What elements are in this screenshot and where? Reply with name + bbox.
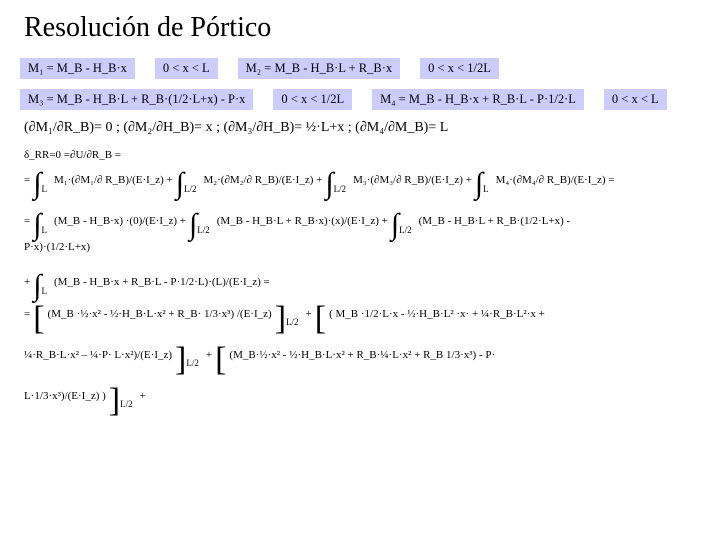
integral-line-a: = ∫L M₁·(∂M₁/∂ R_B)/(E·I_z) + ∫L/2 M₂·(∂… bbox=[24, 168, 696, 195]
bracket-open-icon: [ bbox=[33, 305, 44, 332]
integral-line-b-tail: P·x)·(1/2·L+x) bbox=[24, 240, 696, 256]
chip-m4: M₄ = M_B - H_B·x + R_B·L - P·1/2·L bbox=[372, 89, 584, 110]
bracket-close-icon: ] bbox=[275, 305, 286, 332]
bracket-open-icon: [ bbox=[315, 305, 326, 332]
integral-icon: ∫ bbox=[391, 211, 399, 238]
bracket-line-e: ¼·R_B·L·x² – ¼·P· L·x²)/(E·I_z) ]L/2 + [… bbox=[24, 342, 696, 369]
equation-row-1: M₁ = M_B - H_B·x 0 < x < L M₂ = M_B - H_… bbox=[20, 58, 700, 79]
chip-m3: M₃ = M_B - H_B·L + R_B·(1/2·L+x) - P·x bbox=[20, 89, 253, 110]
bracket-close-icon: ] bbox=[175, 346, 186, 373]
bracket-line-f: L·1/3·x³)/(E·I_z) ) ]L/2 + bbox=[24, 383, 696, 410]
integral-icon: ∫ bbox=[33, 170, 41, 197]
chip-m1: M₁ = M_B - H_B·x bbox=[20, 58, 135, 79]
integral-icon: ∫ bbox=[189, 211, 197, 238]
integral-icon: ∫ bbox=[33, 272, 41, 299]
bracket-line-d: = [ (M_B ·½·x² - ½·H_B·L·x² + R_B· 1/3·x… bbox=[24, 301, 696, 328]
chip-range1: 0 < x < L bbox=[155, 58, 218, 79]
integral-line-c: + ∫L (M_B - H_B·x + R_B·L - P·1/2·L)·(L)… bbox=[24, 270, 696, 297]
chip-range3: 0 < x < 1/2L bbox=[273, 89, 352, 110]
chip-m2: M₂ = M_B - H_B·L + R_B·x bbox=[238, 58, 400, 79]
bracket-close-icon: ] bbox=[109, 387, 120, 414]
integral-icon: ∫ bbox=[176, 170, 184, 197]
chip-range2: 0 < x < 1/2L bbox=[420, 58, 499, 79]
integral-icon: ∫ bbox=[325, 170, 333, 197]
integral-line-b: = ∫L (M_B - H_B·x) ·(0)/(E·I_z) + ∫L/2 (… bbox=[24, 209, 696, 236]
bracket-open-icon: [ bbox=[215, 346, 226, 373]
chip-range4: 0 < x < L bbox=[604, 89, 667, 110]
delta-line: δ_RR=0 =∂U/∂R_B = bbox=[24, 148, 696, 164]
integral-icon: ∫ bbox=[33, 211, 41, 238]
equation-row-2: M₃ = M_B - H_B·L + R_B·(1/2·L+x) - P·x 0… bbox=[20, 89, 700, 110]
integral-icon: ∫ bbox=[475, 170, 483, 197]
page-title: Resolución de Pórtico bbox=[24, 12, 700, 44]
partial-derivatives: (∂M₁/∂R_B)= 0 ; (∂M₂/∂H_B)= x ; (∂M₃/∂H_… bbox=[24, 120, 696, 136]
